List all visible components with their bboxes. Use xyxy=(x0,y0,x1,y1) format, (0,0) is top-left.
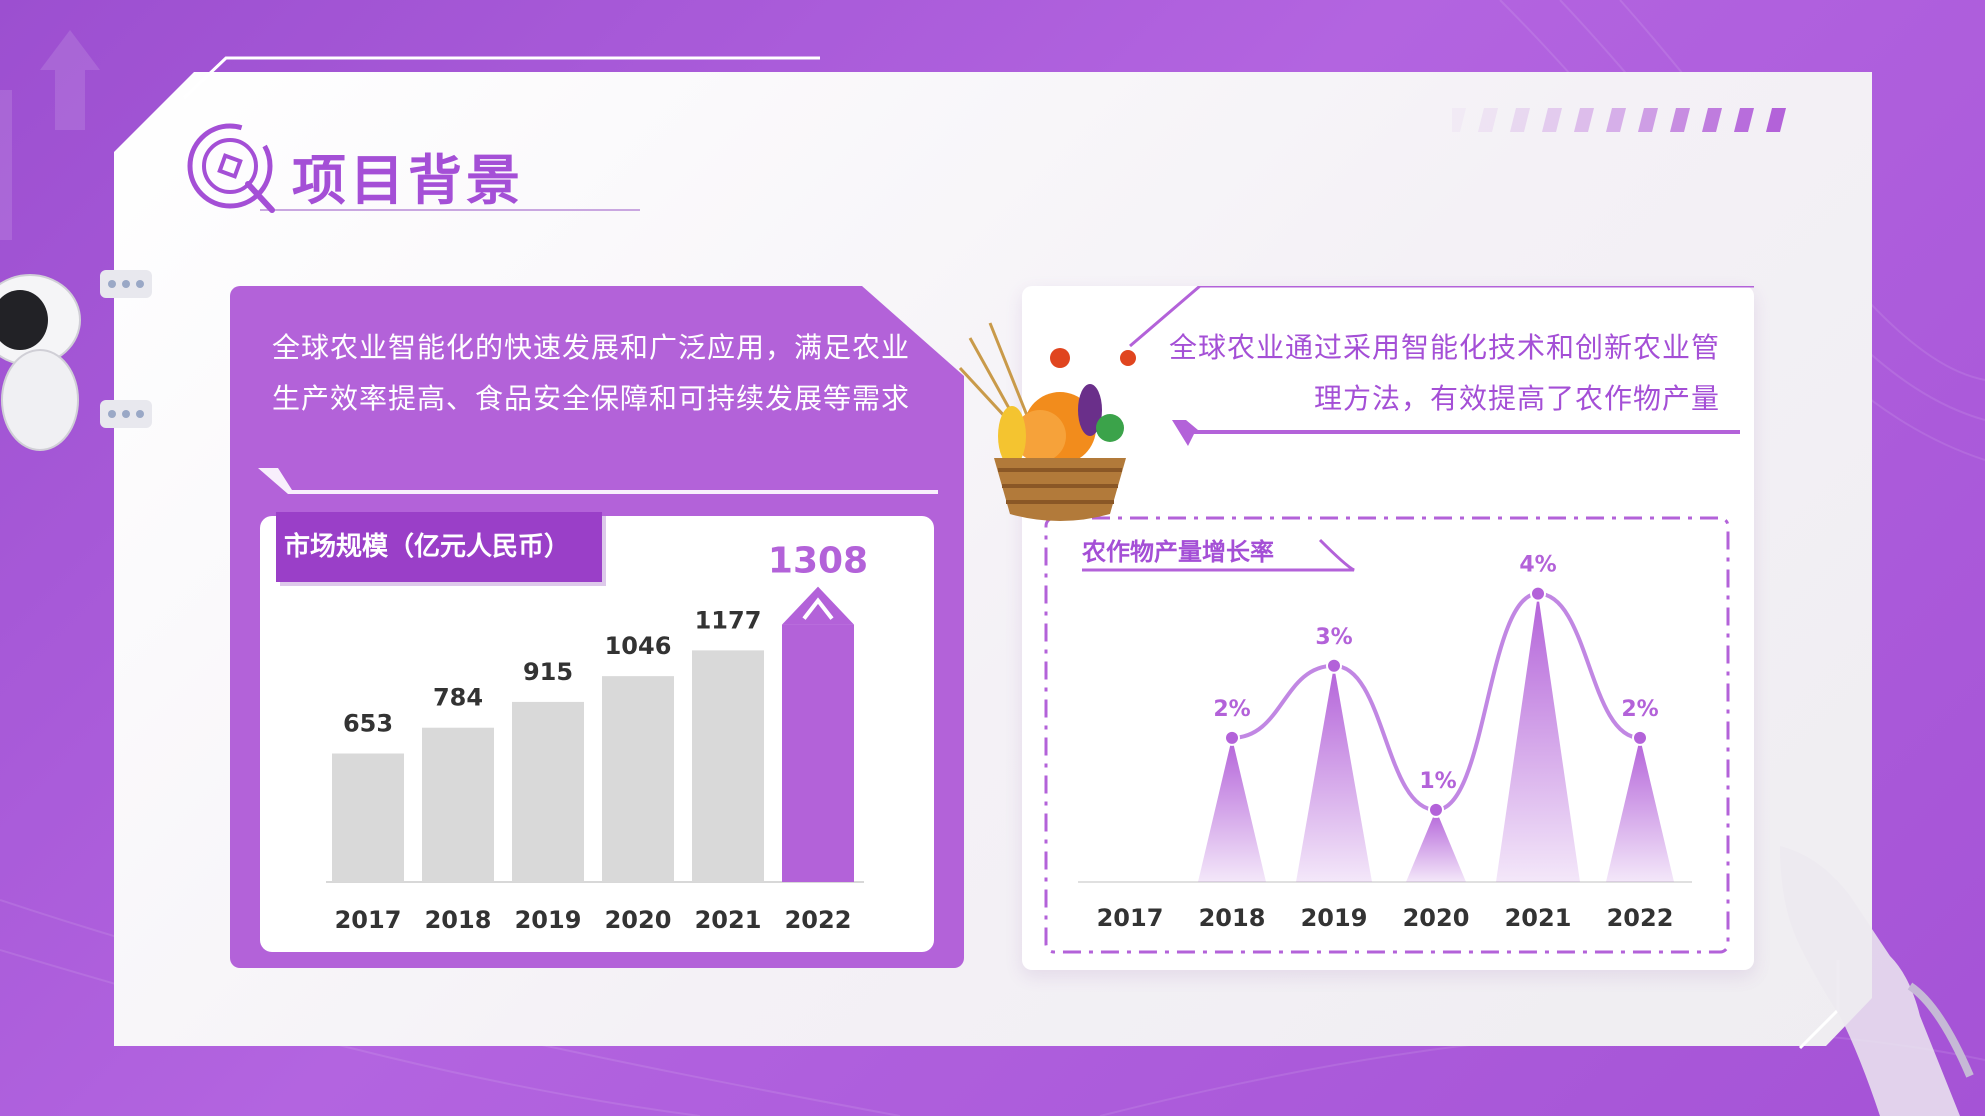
line-category-label: 2017 xyxy=(1097,904,1164,932)
peak-2021 xyxy=(1496,593,1580,882)
bar-category-label: 2019 xyxy=(515,906,582,934)
target-search-icon xyxy=(187,123,275,213)
data-point xyxy=(1326,657,1342,674)
point-value-label: 1% xyxy=(1419,769,1456,794)
bar-2021 xyxy=(692,650,764,882)
line-category-label: 2018 xyxy=(1199,904,1266,932)
highlight-bar-cap xyxy=(782,586,854,625)
line-chart-label: 农作物产量增长率 xyxy=(1082,538,1274,566)
bar-value-label: 653 xyxy=(343,709,393,737)
line-category-label: 2022 xyxy=(1607,904,1674,932)
decorative-stripes xyxy=(1452,108,1786,132)
bar-value-label: 1177 xyxy=(695,606,762,634)
robot-hand-illustration xyxy=(1780,846,1974,1116)
point-value-label: 4% xyxy=(1519,553,1556,578)
bar-category-label: 2017 xyxy=(335,906,402,934)
market-description: 全球农业智能化的快速发展和广泛应用，满足农业生产效率提高、食品安全保障和可持续发… xyxy=(272,331,911,415)
data-point xyxy=(1632,729,1648,746)
data-point xyxy=(1428,801,1444,818)
line-chart: 2017 2018 2019 2020 2021 2022 2% 3% 1% 4% 2% xyxy=(1078,553,1692,932)
bar-2019 xyxy=(512,701,584,882)
yield-description: 全球农业通过采用智能化技术和创新农业管理方法，有效提高了农作物产量 xyxy=(1168,331,1720,415)
bar-category-label: 2020 xyxy=(605,906,672,934)
bar-2022 xyxy=(782,624,854,882)
peak-2022 xyxy=(1606,737,1674,882)
bar-value-label: 915 xyxy=(523,658,573,686)
point-value-label: 2% xyxy=(1213,697,1250,722)
bar-2017 xyxy=(332,753,404,882)
harvest-basket-illustration xyxy=(958,322,1136,521)
data-point xyxy=(1530,585,1546,602)
point-value-label: 2% xyxy=(1621,697,1658,722)
line-category-label: 2021 xyxy=(1505,904,1572,932)
data-point xyxy=(1224,729,1240,746)
bar-value-label: 1308 xyxy=(768,541,868,582)
line-category-label: 2020 xyxy=(1403,904,1470,932)
page-title: 项目背景 xyxy=(292,149,524,212)
bar-value-label: 784 xyxy=(433,684,483,712)
growth-curve xyxy=(1231,591,1641,812)
chart-dashed-frame xyxy=(1044,516,1730,954)
bar-category-label: 2021 xyxy=(695,906,762,934)
bar-chart: 653 2017 784 2018 915 2019 1046 2020 1177 2021 130… xyxy=(326,541,868,934)
bar-2020 xyxy=(602,676,674,882)
label-swoosh xyxy=(1082,538,1355,572)
bar-category-label: 2018 xyxy=(425,906,492,934)
peak-2018 xyxy=(1198,737,1266,882)
bar-chart-label: 市场规模（亿元人民币） xyxy=(276,512,602,582)
bar-value-label: 1046 xyxy=(605,632,672,660)
bar-2018 xyxy=(422,727,494,882)
robot-illustration xyxy=(0,270,152,451)
peak-2019 xyxy=(1296,665,1372,882)
panel-accent-line xyxy=(258,468,938,494)
right-panel-accent xyxy=(1129,286,1754,446)
line-category-label: 2019 xyxy=(1301,904,1368,932)
highlight-chevron-icon xyxy=(802,597,834,620)
bar-category-label: 2022 xyxy=(785,906,852,934)
point-value-label: 3% xyxy=(1315,625,1352,650)
peak-2020 xyxy=(1406,809,1466,882)
